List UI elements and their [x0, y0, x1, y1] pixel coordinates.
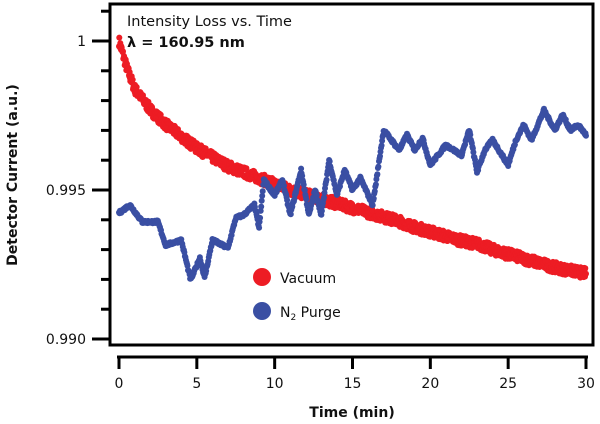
data-point	[243, 165, 250, 172]
data-point	[370, 195, 377, 202]
x-axis-label: Time (min)	[309, 405, 394, 421]
legend-label-vacuum: Vacuum	[280, 271, 336, 287]
x-tick-label: 25	[499, 376, 517, 392]
data-point	[321, 189, 328, 196]
data-point	[116, 34, 123, 41]
x-tick-label: 5	[192, 376, 201, 392]
data-point	[133, 84, 140, 90]
data-point	[258, 197, 265, 204]
x-tick-label: 10	[266, 376, 284, 392]
chart-subtitle: λ = 160.95 nm	[127, 35, 245, 51]
data-point	[583, 270, 589, 277]
data-point	[369, 202, 376, 209]
x-tick-label: 15	[344, 376, 362, 392]
legend-subscript: 2	[290, 313, 296, 323]
data-point	[259, 188, 266, 195]
data-point	[120, 48, 126, 55]
data-point	[467, 131, 474, 138]
legend-marker-vacuum	[253, 268, 271, 286]
plot-frame	[108, 2, 595, 347]
data-point	[259, 192, 266, 199]
data-point	[184, 262, 191, 269]
data-point	[284, 197, 291, 204]
series-n2-purge	[116, 105, 589, 282]
data-point	[375, 163, 382, 170]
data-point	[313, 192, 320, 199]
data-point	[374, 171, 381, 178]
data-point	[298, 165, 305, 172]
data-point	[372, 181, 379, 188]
data-point	[256, 224, 263, 231]
data-point	[583, 132, 589, 139]
x-axis-ticks: 0 5 10 15 20 25 30	[115, 357, 595, 392]
data-point	[300, 181, 307, 188]
data-point	[281, 182, 287, 189]
data-points	[116, 34, 589, 282]
y-axis-label: Detector Current (a.u.)	[5, 84, 21, 266]
legend-rest: Purge	[296, 305, 341, 321]
legend-n: N	[280, 305, 290, 321]
legend-label-n2-purge: N2 Purge	[280, 305, 341, 323]
data-point	[371, 188, 378, 195]
data-point	[129, 76, 136, 83]
y-tick-label: 0.995	[46, 183, 86, 199]
data-point	[257, 214, 264, 221]
x-tick-label: 0	[115, 376, 124, 392]
y-tick-label: 0.990	[46, 332, 86, 348]
data-point	[287, 211, 294, 218]
series-vacuum	[116, 34, 589, 281]
legend-marker-n2-purge	[253, 302, 271, 320]
data-point	[582, 265, 589, 272]
x-tick-label: 30	[577, 376, 595, 392]
chart-title: Intensity Loss vs. Time	[127, 14, 292, 30]
y-tick-label: 1	[77, 34, 86, 50]
data-point	[378, 142, 385, 149]
data-point	[321, 194, 327, 201]
data-point	[326, 158, 333, 165]
data-point	[470, 149, 477, 156]
legend: Vacuum N2 Purge	[253, 268, 341, 323]
x-tick-label: 20	[421, 376, 439, 392]
data-point	[323, 176, 330, 183]
y-axis-ticks: 0.990 0.995 1	[46, 9, 110, 348]
data-point	[303, 196, 310, 203]
data-point	[258, 203, 265, 210]
data-point	[318, 207, 325, 214]
data-point	[377, 153, 383, 160]
